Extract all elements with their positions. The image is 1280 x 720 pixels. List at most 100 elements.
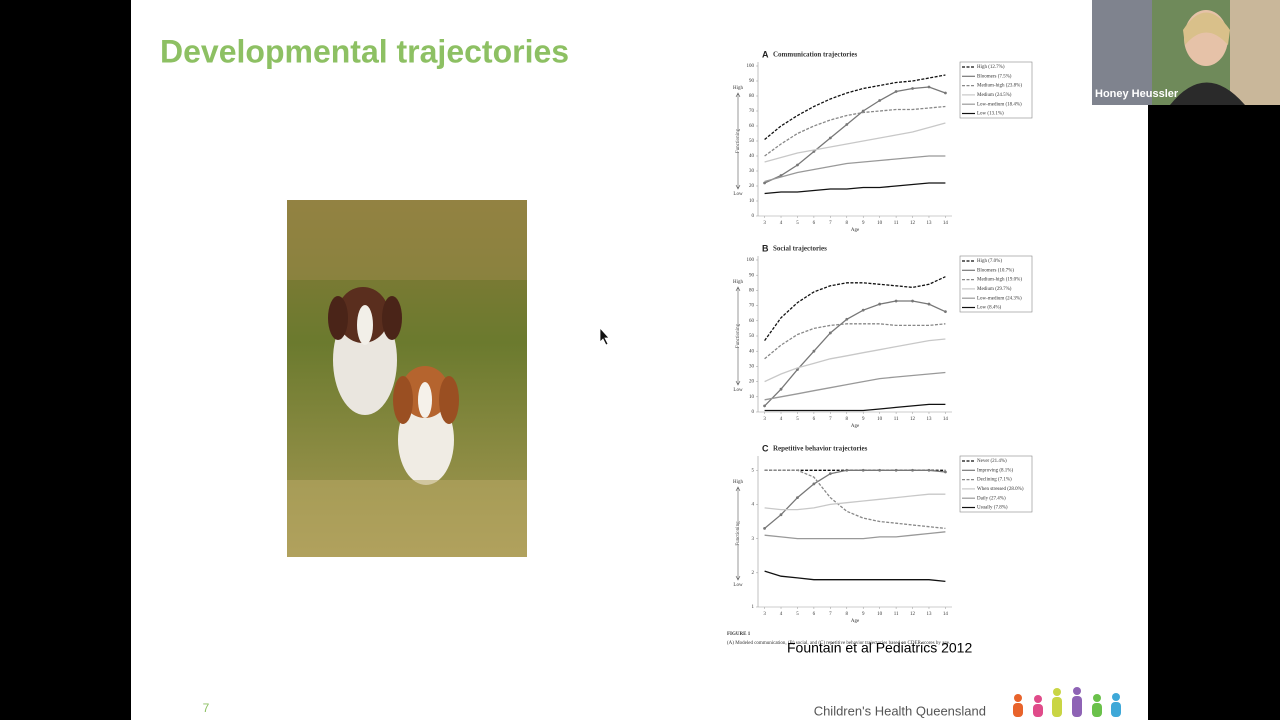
series-line [764,276,946,341]
arrow-down [735,545,741,581]
y-tick-label: 100 [747,258,755,263]
series-marker [779,387,783,391]
x-tick-label: 12 [910,417,916,422]
figure-label: FIGURE 1 [727,632,751,637]
x-tick-label: 10 [877,417,883,422]
y-tick-label: 20 [749,380,755,385]
series-marker [878,302,882,306]
series-line [764,403,946,412]
logo [1013,687,1121,717]
series-marker [911,87,914,90]
series-marker [894,468,898,472]
series-line [764,122,946,163]
series-marker [894,90,898,93]
figure-caption: (A) Modeled communication, (B) social, a… [727,641,950,646]
series-marker [845,317,849,321]
series-marker [878,468,882,472]
legend-entry: Low (13.1%) [977,112,1004,117]
x-tick-label: 5 [796,417,799,422]
x-tick-label: 10 [877,612,883,617]
x-tick-label: 11 [894,221,899,226]
y-tick-label: 90 [749,273,755,278]
series-marker [845,123,849,126]
x-tick-label: 6 [813,221,816,226]
y-tick-label: 80 [749,94,755,99]
series-marker [861,109,865,113]
x-tick-label: 12 [910,221,916,226]
series-line [764,105,946,157]
x-tick-label: 11 [894,417,899,422]
legend-entry: Declining (7.1%) [977,478,1012,483]
series-line [764,155,946,183]
x-tick-label: 4 [780,417,783,422]
series-line [764,338,946,383]
x-tick-label: 9 [862,612,865,617]
series-marker [828,331,832,335]
x-tick-label: 3 [763,612,766,617]
series-marker [812,482,816,486]
x-tick-label: 5 [796,221,799,226]
x-tick-label: 13 [926,612,932,617]
x-tick-label: 8 [846,417,849,422]
annotation-high: High [733,480,744,485]
series-marker [944,470,947,474]
series-marker [796,163,799,167]
legend-box [959,455,1033,513]
x-axis-label: Age [851,424,860,429]
y-tick-label: 0 [752,410,755,415]
legend-entry: Low (8.4%) [977,306,1001,311]
footer-brand: Children's Health Queensland [814,703,986,718]
x-axis-label: Age [851,619,860,624]
series-marker [927,302,931,306]
legend-entry: Bloomers (7.5%) [977,74,1012,79]
series-line [764,469,946,530]
series-marker [944,310,947,314]
y-axis-label: Functioning [736,323,741,348]
y-tick-label: 100 [747,64,755,69]
legend-entry: Daily (27.4%) [977,496,1006,501]
arrow-down [735,153,741,190]
x-tick-label: 9 [862,221,865,226]
series-marker [812,349,816,353]
x-tick-label: 6 [813,417,816,422]
x-tick-label: 4 [780,612,783,617]
y-tick-label: 50 [749,334,755,339]
legend-entry: Low-medium (24.3%) [977,296,1022,301]
series-marker [828,136,832,140]
legend-entry: High (7.0%) [977,259,1002,264]
legend-box [959,61,1033,119]
series-marker [911,468,914,472]
y-tick-label: 30 [749,169,755,174]
series-marker [812,150,816,153]
panel-label: A [762,49,769,59]
photo [287,200,527,557]
y-tick-label: 0 [752,214,755,219]
citation: Fountain et al Pediatrics 2012 [787,640,972,656]
series-line [764,86,946,184]
legend-entry: High (12.7%) [977,65,1005,70]
y-tick-label: 40 [749,154,755,159]
x-tick-label: 9 [862,417,865,422]
panel-label: B [762,243,769,253]
series-marker [763,404,766,408]
legend-entry: Medium (24.5%) [977,93,1012,98]
x-tick-label: 8 [846,612,849,617]
y-axis-label: Functioning [736,521,741,546]
x-tick-label: 14 [943,221,949,226]
legend-box [959,255,1033,313]
x-tick-label: 3 [763,417,766,422]
x-tick-label: 13 [926,221,932,226]
x-tick-label: 13 [926,417,932,422]
legend-entry: Improving (8.1%) [977,468,1013,473]
annotation-low: Low [733,388,743,393]
y-tick-label: 80 [749,289,755,294]
y-tick-label: 90 [749,79,755,84]
series-marker [911,299,914,303]
legend-entry: Usually (7.8%) [977,506,1008,511]
y-axis-label: Functioning [736,128,741,153]
series-marker [845,468,849,472]
y-tick-label: 3 [752,537,755,542]
y-tick-label: 60 [749,319,755,324]
video-tile: Honey Heussler [1092,0,1280,105]
